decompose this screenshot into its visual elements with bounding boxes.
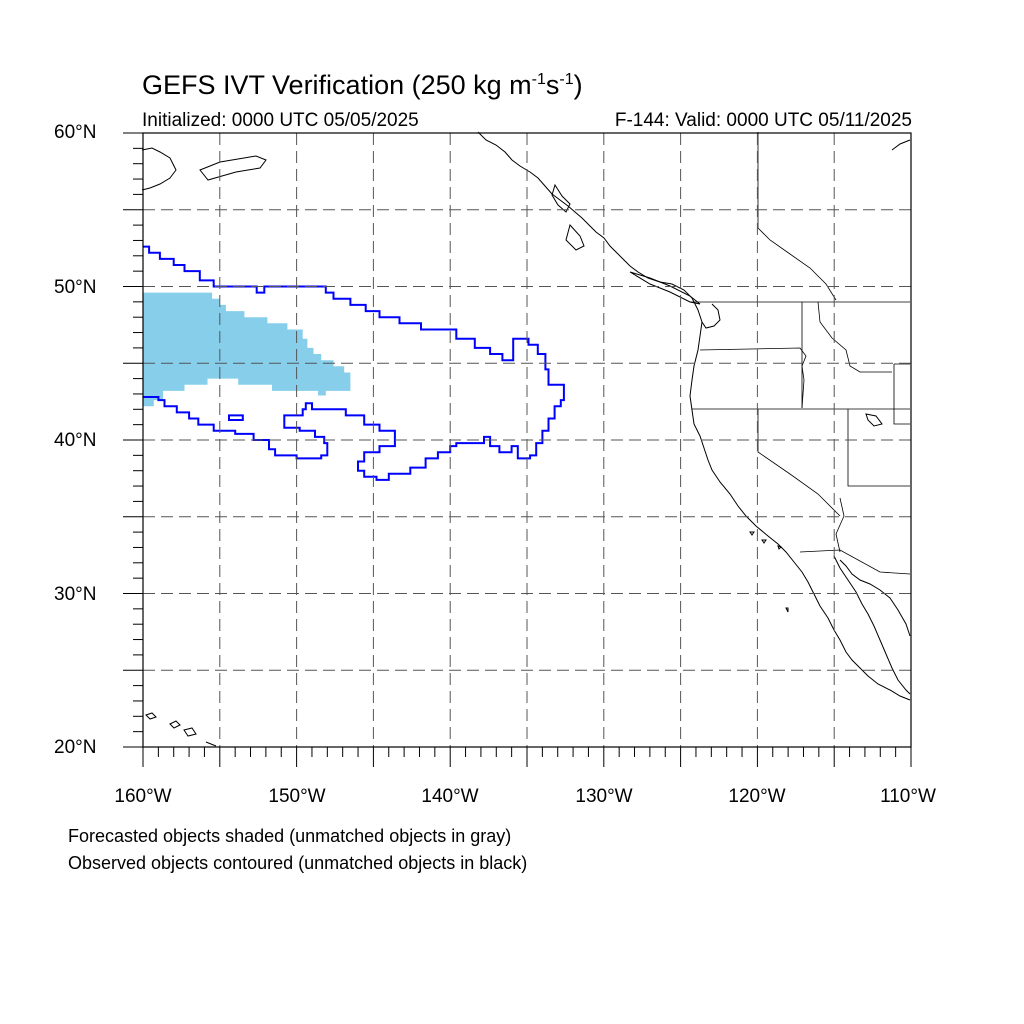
coastline-layer — [141, 131, 911, 747]
note-observed-objects: Observed objects contoured (unmatched ob… — [68, 853, 528, 873]
title-exponent-2: -1 — [559, 71, 574, 88]
lat-label-30n: 30°N — [54, 584, 97, 605]
lon-label-130w: 130°W — [575, 786, 633, 807]
lat-label-50n: 50°N — [54, 277, 97, 298]
lat-label-60n: 60°N — [54, 122, 97, 143]
initialized-label: Initialized: 0000 UTC 05/05/2025 — [142, 110, 419, 131]
valid-time-label: F-144: Valid: 0000 UTC 05/11/2025 — [614, 110, 912, 131]
coastline-bc-islands — [551, 183, 701, 305]
coastline-alaska-islands — [199, 155, 267, 181]
observed-object-island-0 — [228, 414, 244, 421]
lon-label-160w: 160°W — [114, 786, 172, 807]
border-state-wa-or — [699, 347, 807, 409]
lat-label-40n: 40°N — [54, 430, 97, 451]
border-state-nv-ut — [847, 409, 910, 487]
political-borders-layer — [690, 132, 911, 575]
border-state-az — [835, 497, 845, 553]
gridline-layer — [143, 133, 911, 747]
forecast-object-shade — [143, 292, 351, 407]
coastline-gulf — [839, 559, 911, 637]
coastline-us-west — [689, 321, 911, 701]
title-close: ) — [573, 70, 583, 100]
border-us-mexico — [799, 549, 911, 575]
border-state-wy — [893, 363, 910, 425]
note-forecast-objects: Forecasted objects shaded (unmatched obj… — [68, 826, 512, 846]
border-state-nv-ca — [757, 409, 841, 517]
forecast-object-layer — [143, 292, 351, 407]
title-exponent-1: -1 — [531, 71, 546, 88]
border-canada-province — [757, 132, 837, 301]
lat-label-20n: 20°N — [54, 737, 97, 758]
tick-layer — [123, 132, 912, 767]
coastline-baja — [833, 555, 911, 695]
map-title: GEFS IVT Verification (250 kg m-1s-1) — [142, 70, 583, 101]
title-text: GEFS IVT Verification (250 kg m — [142, 70, 532, 100]
coastline-alaska-west — [141, 147, 177, 191]
lon-label-150w: 150°W — [268, 786, 326, 807]
observed-object-contour — [143, 245, 565, 481]
lon-label-120w: 120°W — [728, 786, 786, 807]
coastline-ne-corner — [891, 139, 911, 151]
coastline-hawaii — [145, 712, 217, 747]
border-state-idaho — [801, 301, 892, 408]
title-unit-s: s — [545, 70, 560, 100]
observed-object-layer — [143, 245, 565, 481]
lon-label-140w: 140°W — [421, 786, 479, 807]
coastline-small-islands — [749, 413, 883, 613]
lon-label-110w: 110°W — [880, 786, 936, 807]
coastline-north — [477, 131, 721, 329]
